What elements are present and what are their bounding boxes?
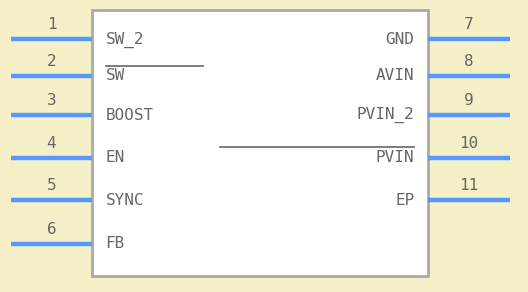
Text: SW: SW (106, 68, 125, 84)
Text: 6: 6 (46, 222, 56, 237)
Text: GND: GND (385, 32, 414, 47)
Text: 11: 11 (459, 178, 478, 193)
Text: 2: 2 (46, 54, 56, 69)
Text: 9: 9 (464, 93, 474, 108)
Text: 3: 3 (46, 93, 56, 108)
Text: SW_2: SW_2 (106, 31, 144, 48)
Text: 1: 1 (46, 17, 56, 32)
Text: BOOST: BOOST (106, 108, 154, 123)
Text: 8: 8 (464, 54, 474, 69)
Text: EN: EN (106, 150, 125, 165)
Text: EP: EP (395, 192, 414, 208)
Text: 10: 10 (459, 135, 478, 151)
Text: PVIN_2: PVIN_2 (357, 107, 414, 124)
Text: 5: 5 (46, 178, 56, 193)
Text: 4: 4 (46, 135, 56, 151)
Text: PVIN: PVIN (376, 150, 414, 165)
Text: 7: 7 (464, 17, 474, 32)
Text: AVIN: AVIN (376, 68, 414, 84)
Text: SYNC: SYNC (106, 192, 144, 208)
Text: FB: FB (106, 236, 125, 251)
Bar (92, 10, 428, 276)
